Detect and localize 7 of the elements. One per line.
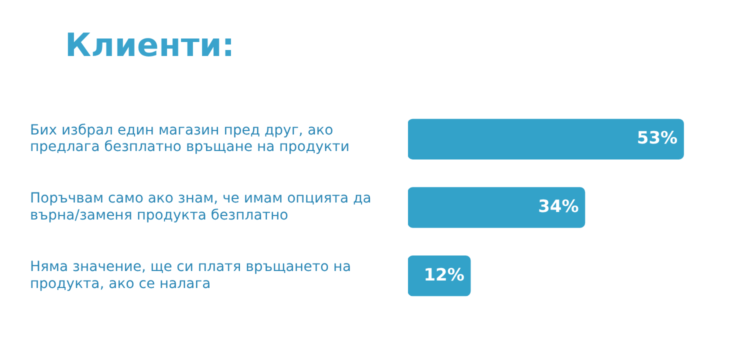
y-tick-label: Бих избрал един магазин пред друг, ако предлага безплатно връщане на продукти	[30, 122, 350, 156]
data-label: 53%	[636, 128, 678, 149]
y-tick-label: Поръчвам само ако знам, че имам опцията да върна/заменя продукта безплатно	[30, 190, 372, 224]
text: Клиенти:	[65, 26, 235, 64]
data-label: 12%	[424, 265, 464, 286]
data-label: 34%	[538, 196, 579, 217]
y-tick-label: Няма значение, ще си платя връщането на продукта, ако се налага	[30, 259, 352, 292]
